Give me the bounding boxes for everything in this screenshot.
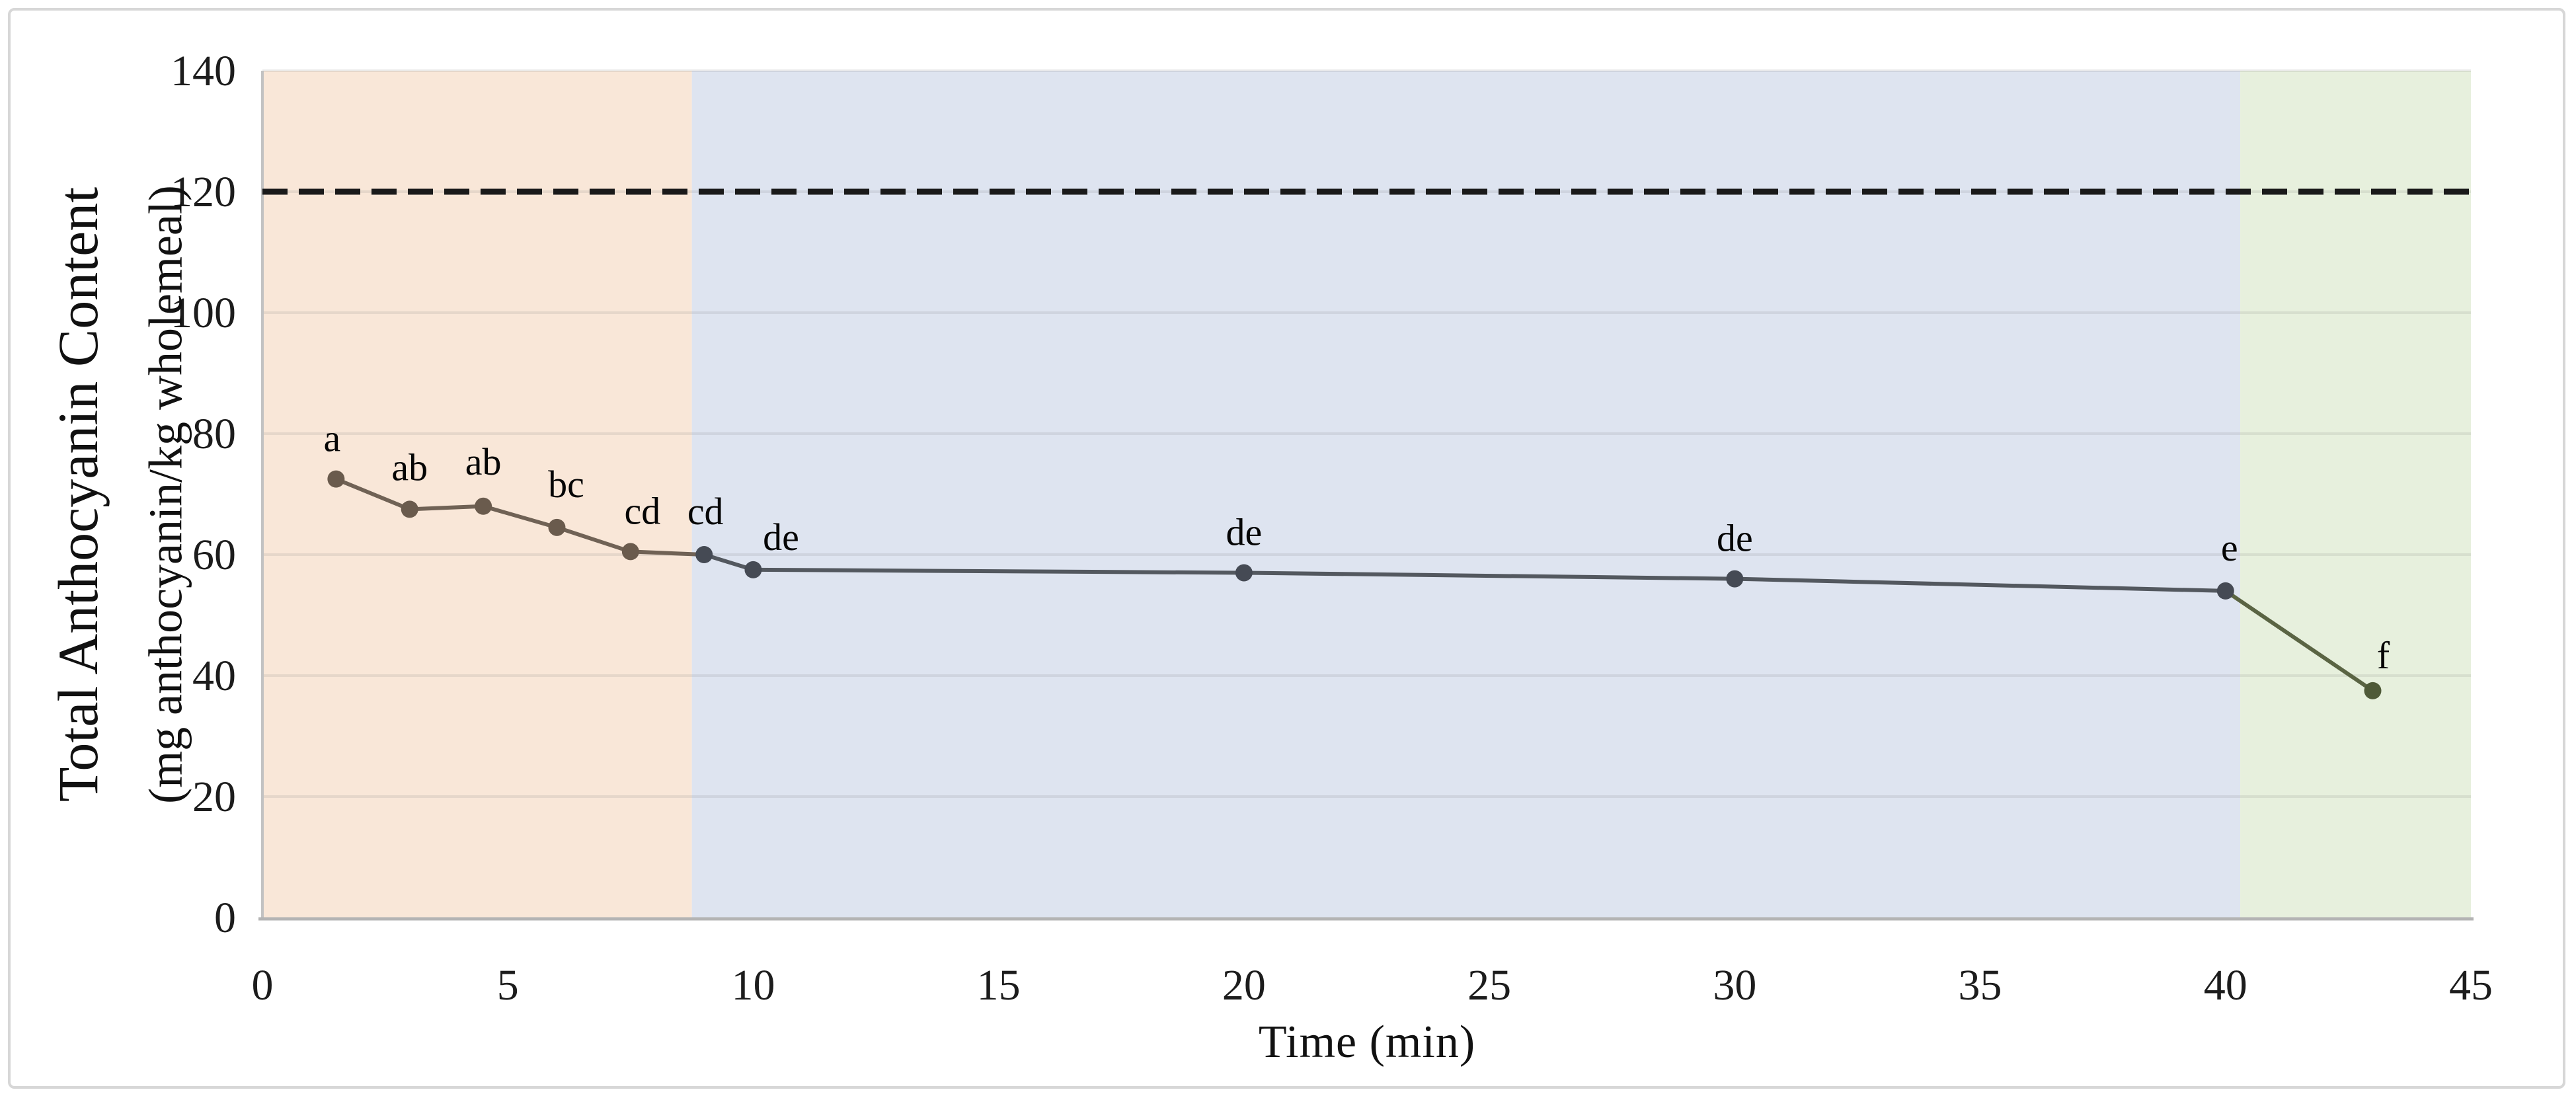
point-label-7: de bbox=[1226, 510, 1263, 553]
y-tick-label-40: 40 bbox=[192, 652, 236, 700]
y-tick-label-80: 80 bbox=[192, 410, 236, 458]
series-segment-4 bbox=[628, 549, 707, 557]
x-tick-label-5: 5 bbox=[497, 961, 519, 1009]
x-tick-label-40: 40 bbox=[2204, 961, 2247, 1009]
data-point-marker-8 bbox=[1726, 570, 1744, 588]
point-label-5: cd bbox=[687, 490, 724, 533]
y-tick-label-100: 100 bbox=[171, 289, 236, 337]
data-point-marker-5 bbox=[695, 546, 713, 563]
series-segment-1 bbox=[407, 504, 486, 512]
point-label-4: cd bbox=[624, 489, 660, 532]
point-label-1: ab bbox=[391, 446, 428, 489]
data-point-marker-9 bbox=[2216, 582, 2234, 600]
series-segment-9 bbox=[2223, 588, 2375, 693]
series-segment-3 bbox=[555, 525, 633, 554]
x-tick-label-35: 35 bbox=[1959, 961, 2002, 1009]
data-point-marker-10 bbox=[2364, 682, 2382, 699]
x-tick-label-30: 30 bbox=[1713, 961, 1756, 1009]
y-tick-label-140: 140 bbox=[171, 47, 236, 95]
y-tick-label-60: 60 bbox=[192, 531, 236, 579]
data-point-marker-4 bbox=[621, 543, 639, 561]
data-point-marker-0 bbox=[327, 470, 345, 488]
point-label-2: ab bbox=[465, 440, 502, 483]
point-label-6: de bbox=[763, 516, 799, 559]
y-tick-label-20: 20 bbox=[192, 773, 236, 821]
region-band-stage-1-orange bbox=[262, 71, 692, 918]
y-axis-title-line2: (mg anthocyanin/kg wholemeal) bbox=[139, 185, 192, 804]
series-segment-2 bbox=[481, 504, 559, 529]
data-point-marker-2 bbox=[475, 497, 492, 515]
x-axis-title: Time (min) bbox=[1258, 1017, 1476, 1068]
data-point-marker-6 bbox=[744, 561, 762, 578]
region-band-stage-3-green bbox=[2240, 71, 2471, 918]
series-segment-7 bbox=[1241, 570, 1737, 581]
data-point-marker-3 bbox=[548, 518, 566, 536]
x-tick-label-0: 0 bbox=[252, 961, 274, 1009]
x-tick-label-15: 15 bbox=[977, 961, 1021, 1009]
point-label-9: e bbox=[2221, 526, 2238, 569]
point-label-0: a bbox=[323, 417, 340, 460]
series-segment-8 bbox=[1733, 576, 2228, 593]
x-tick-label-45: 45 bbox=[2449, 961, 2493, 1009]
x-tick-label-10: 10 bbox=[731, 961, 775, 1009]
series-segment-0 bbox=[334, 477, 412, 512]
y-tick-label-0: 0 bbox=[214, 894, 236, 942]
y-axis-title-line1: Total Anthocyanin Content bbox=[46, 186, 110, 803]
point-label-10: f bbox=[2377, 634, 2390, 677]
y-tick-label-120: 120 bbox=[171, 168, 236, 216]
region-band-stage-2-blue bbox=[691, 71, 2241, 918]
data-point-marker-1 bbox=[401, 500, 418, 518]
x-tick-label-25: 25 bbox=[1467, 961, 1511, 1009]
point-label-3: bc bbox=[548, 463, 584, 506]
data-point-marker-7 bbox=[1235, 564, 1253, 582]
point-label-8: de bbox=[1717, 517, 1753, 560]
series-segment-6 bbox=[751, 567, 1246, 575]
x-tick-label-20: 20 bbox=[1222, 961, 1266, 1009]
